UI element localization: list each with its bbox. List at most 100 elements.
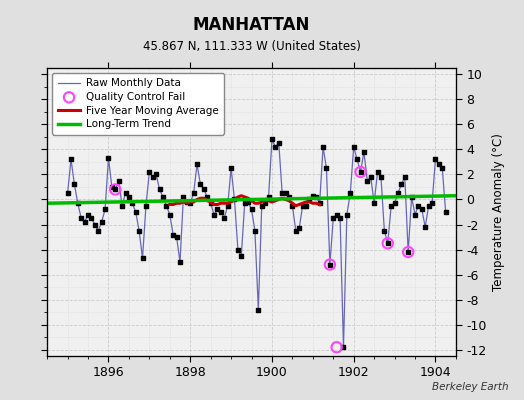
Five Year Moving Average: [245, 196, 252, 201]
Point: [148, 174, 157, 180]
Five Year Moving Average: [279, 196, 285, 201]
Point: [97, 219, 106, 225]
Point: [206, 200, 215, 206]
Point: [438, 165, 446, 171]
Point: [265, 194, 273, 200]
Five Year Moving Average: [272, 198, 278, 203]
Point: [312, 194, 320, 200]
Legend: Raw Monthly Data, Quality Control Fail, Five Year Moving Average, Long-Term Tren: Raw Monthly Data, Quality Control Fail, …: [52, 73, 224, 134]
Raw Monthly Data: [323, 166, 330, 170]
Point: [261, 200, 269, 206]
Point: [196, 181, 205, 188]
Point: [162, 202, 171, 209]
Point: [401, 174, 409, 180]
Five Year Moving Average: [201, 196, 207, 201]
Point: [309, 192, 317, 199]
Point: [285, 194, 293, 200]
Point: [363, 178, 372, 184]
Point: [336, 215, 344, 222]
Point: [244, 199, 253, 205]
Point: [414, 202, 422, 209]
Point: [237, 253, 245, 259]
Point: [254, 306, 263, 313]
Point: [152, 171, 160, 178]
Five Year Moving Average: [187, 200, 193, 204]
Point: [193, 161, 201, 168]
Five Year Moving Average: [180, 200, 187, 204]
Point: [332, 211, 341, 218]
Point: [189, 190, 198, 196]
Point: [156, 186, 164, 193]
Point: [132, 209, 140, 215]
Point: [169, 231, 177, 238]
Point: [390, 200, 399, 206]
Point: [101, 206, 110, 213]
Point: [166, 211, 174, 218]
Point: [111, 186, 119, 193]
Point: [295, 225, 303, 232]
Point: [384, 240, 392, 246]
Point: [159, 194, 167, 200]
Five Year Moving Average: [238, 193, 244, 198]
Five Year Moving Average: [170, 202, 176, 207]
Point: [250, 228, 259, 234]
Point: [70, 181, 79, 188]
Point: [172, 234, 181, 240]
Point: [210, 211, 218, 218]
Point: [424, 202, 433, 209]
Quality Control Fail: [326, 261, 334, 268]
Point: [224, 202, 232, 209]
Quality Control Fail: [332, 344, 341, 350]
Five Year Moving Average: [211, 202, 217, 207]
Point: [271, 144, 279, 150]
Point: [230, 196, 238, 203]
Point: [179, 194, 188, 200]
Point: [186, 200, 194, 206]
Five Year Moving Average: [269, 200, 275, 204]
Five Year Moving Average: [217, 201, 224, 206]
Point: [203, 194, 212, 200]
Point: [77, 215, 85, 222]
Five Year Moving Average: [221, 201, 227, 206]
Point: [275, 140, 283, 146]
Five Year Moving Average: [316, 202, 323, 207]
Point: [118, 202, 126, 209]
Point: [356, 169, 365, 175]
Five Year Moving Average: [289, 201, 296, 206]
Line: Raw Monthly Data: Raw Monthly Data: [68, 139, 445, 347]
Point: [305, 196, 314, 203]
Point: [299, 202, 307, 209]
Point: [247, 206, 256, 213]
Point: [288, 202, 297, 209]
Five Year Moving Average: [266, 198, 272, 203]
Point: [380, 228, 389, 234]
Point: [322, 165, 331, 171]
Five Year Moving Average: [228, 200, 234, 204]
Point: [142, 202, 150, 209]
Five Year Moving Average: [242, 194, 248, 199]
Point: [350, 144, 358, 150]
Five Year Moving Average: [214, 202, 221, 207]
Five Year Moving Average: [167, 202, 173, 207]
Point: [107, 184, 116, 190]
Point: [128, 200, 136, 206]
Point: [394, 190, 402, 196]
Point: [234, 246, 242, 253]
Point: [81, 219, 89, 225]
Five Year Moving Average: [276, 197, 282, 202]
Point: [373, 169, 381, 175]
Point: [87, 215, 95, 222]
Five Year Moving Average: [310, 201, 316, 206]
Five Year Moving Average: [204, 198, 211, 203]
Point: [346, 190, 355, 196]
Five Year Moving Average: [231, 197, 237, 202]
Point: [421, 224, 429, 230]
Quality Control Fail: [356, 169, 365, 175]
Point: [278, 190, 286, 196]
Point: [397, 181, 406, 188]
Point: [67, 156, 75, 163]
Five Year Moving Average: [258, 200, 265, 204]
Raw Monthly Data: [344, 212, 350, 217]
Five Year Moving Average: [198, 196, 204, 201]
Point: [200, 186, 208, 193]
